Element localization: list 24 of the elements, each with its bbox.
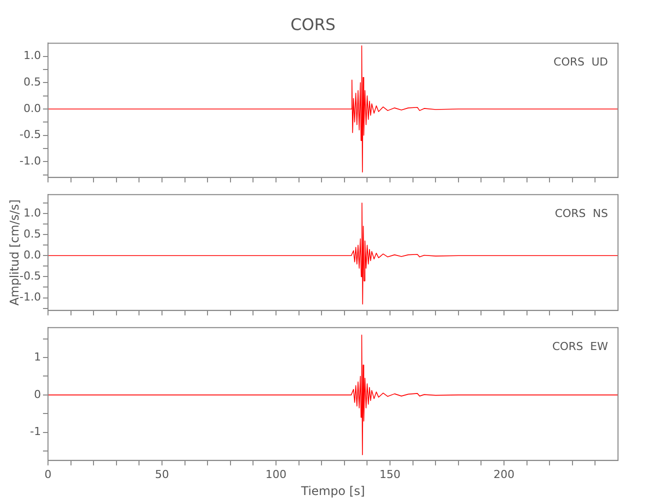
y-tick-label: -1.0	[20, 154, 41, 168]
annotation: CORS EW	[552, 340, 608, 353]
x-tick-label: 100	[266, 468, 286, 481]
y-tick-label: -0.5	[20, 128, 41, 142]
annotation: CORS NS	[554, 206, 608, 220]
annotation: CORS UD	[554, 56, 608, 69]
y-tick-label: -0.5	[20, 270, 41, 283]
y-tick-label: 0	[34, 388, 41, 401]
y-tick-label: 0.0	[24, 248, 41, 262]
y-tick-label: 0.5	[24, 227, 41, 240]
y-tick-label: -1.0	[20, 290, 41, 304]
x-tick-label: 150	[380, 468, 400, 481]
y-tick-label: 1.0	[24, 206, 41, 220]
y-tick-label: -1	[30, 425, 41, 438]
y-tick-label: 0.5	[24, 76, 41, 89]
y-tick-label: 1.0	[24, 49, 41, 62]
x-axis-title: Tiempo [s]	[300, 484, 365, 498]
x-tick-label: 0	[44, 468, 52, 481]
x-tick-label: 50	[155, 468, 169, 481]
y-axis-title: Amplitud [cm/s/s]	[7, 199, 22, 306]
y-tick-label: 1	[34, 350, 41, 364]
y-tick-label: 0.0	[24, 102, 41, 115]
x-tick-label: 200	[494, 468, 514, 481]
chart-title: CORS	[290, 14, 336, 34]
